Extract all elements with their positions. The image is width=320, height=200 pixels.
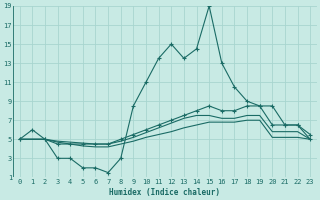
- X-axis label: Humidex (Indice chaleur): Humidex (Indice chaleur): [109, 188, 220, 197]
